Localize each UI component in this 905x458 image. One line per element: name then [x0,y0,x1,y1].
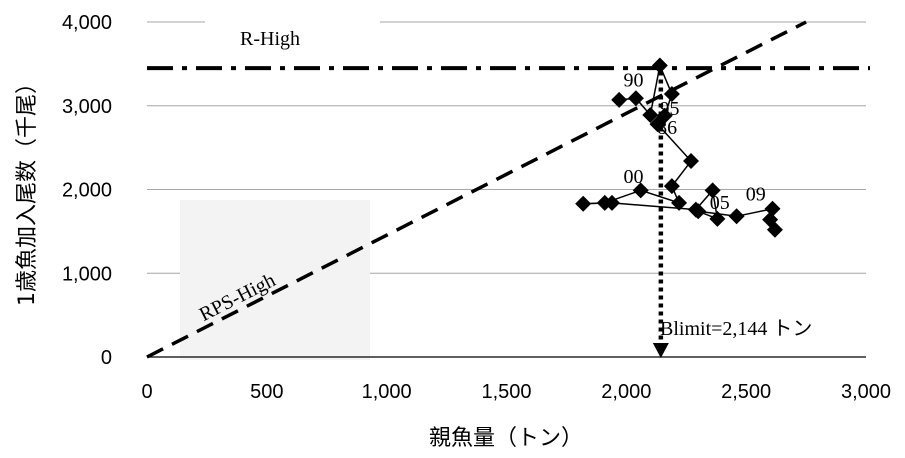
data-point-diamond [651,57,668,74]
data-point-diamond [671,194,688,211]
y-axis-title: 1歳魚加入尾数（千尾） [15,72,40,306]
y-tick-label: 3,000 [62,96,112,118]
data-point-diamond [690,203,707,220]
rps-high-label-background [180,200,370,360]
data-point-diamond [603,194,620,211]
x-tick-label: 1,500 [481,381,531,403]
x-tick-label: 2,500 [721,381,771,403]
r-high-label: R-High [240,28,300,50]
data-point-diamond [709,210,726,227]
x-tick-label: 1,000 [362,381,412,403]
x-axis-title: 親魚量（トン） [429,426,583,451]
gridlines [147,14,866,360]
blimit-label: Blimit=2,144 トン [660,318,812,340]
data-point-diamond [764,200,781,217]
year-label: 95 [659,98,679,120]
x-tick-label: 3,000 [841,381,891,403]
data-point-diamond [663,178,680,195]
year-label: 00 [624,166,644,188]
annotations: R-High Blimit=2,144 トン 親魚量（トン） 1歳魚加入尾数（千… [15,28,812,451]
data-point-diamond [575,195,592,212]
data-point-diamond [642,106,659,123]
data-point-diamond [632,182,649,199]
year-label: 09 [746,183,766,205]
data-point-diamond [766,221,783,238]
blimit-arrowhead [652,343,669,358]
rps-high-line [146,20,807,359]
y-tick-label: 1,000 [62,263,112,285]
data-point-diamond [728,208,745,225]
r-high-label-background [205,14,380,54]
data-point-diamond [627,90,644,107]
x-tick-label: 0 [141,381,152,403]
y-tick-label: 2,000 [62,180,112,202]
y-tick-label: 4,000 [62,12,112,34]
data-point-diamond [649,116,666,133]
year-label: 05 [710,192,730,214]
year-label: 86 [657,117,677,139]
x-tick-label: 500 [250,381,283,403]
data-point-diamond [683,153,700,170]
y-tick-label: 0 [101,347,112,369]
data-point-diamond [704,182,721,199]
x-tick-label: 2,000 [601,381,651,403]
year-label: 90 [624,69,644,91]
data-point-diamond [663,86,680,103]
data-point-diamond [611,91,628,108]
